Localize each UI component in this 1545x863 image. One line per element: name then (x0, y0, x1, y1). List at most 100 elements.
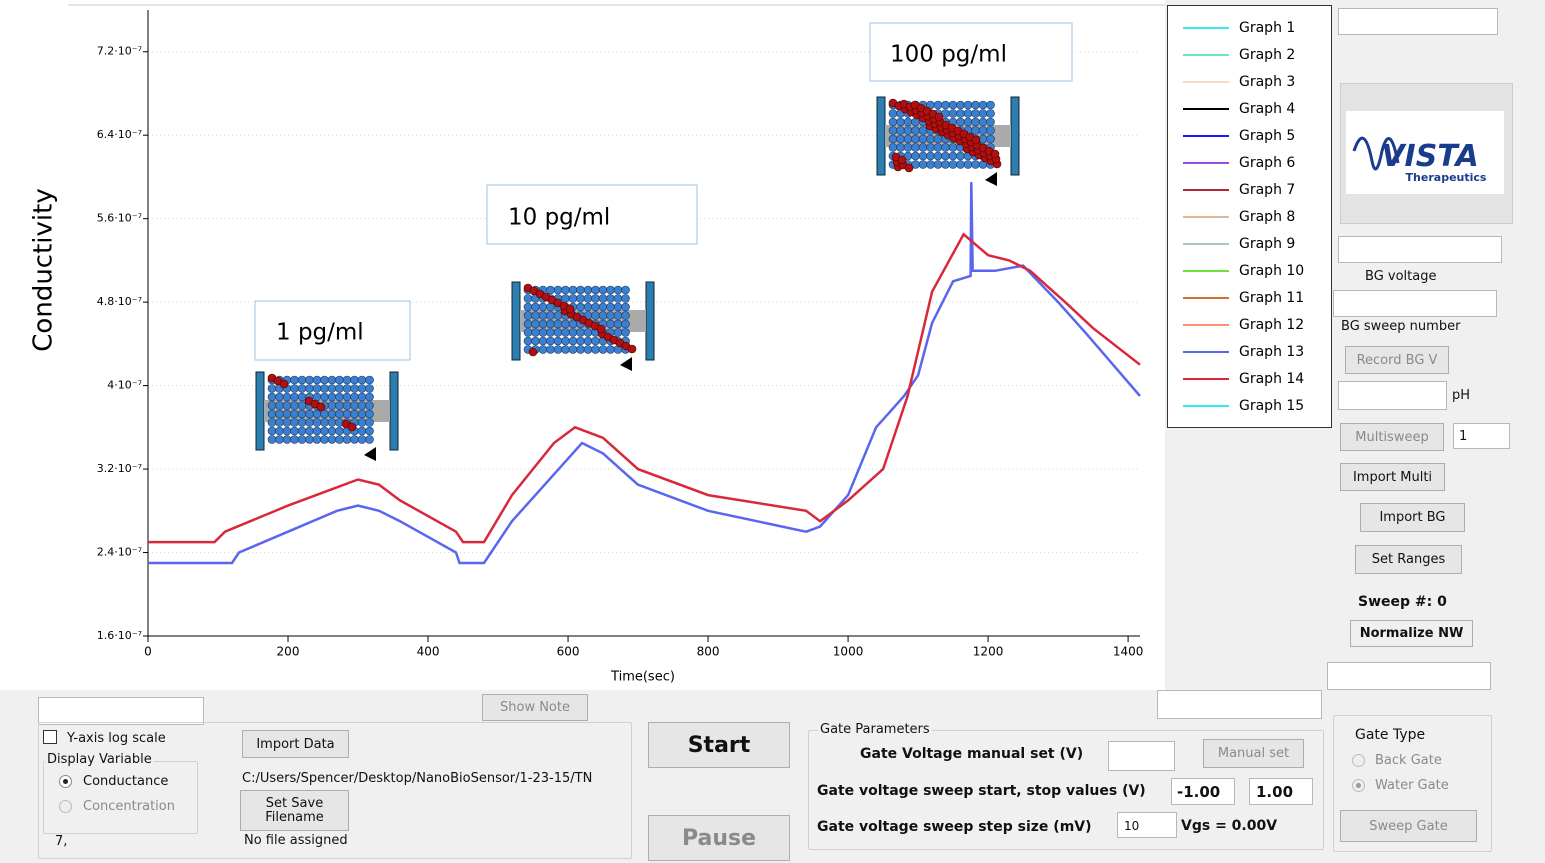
legend-label: Graph 9 (1239, 236, 1295, 252)
annotation-box (486, 184, 698, 245)
y-tick-label: 4·10⁻⁷ (107, 379, 142, 392)
legend-label: Graph 12 (1239, 317, 1304, 333)
y-axis-label: Conductivity (29, 188, 59, 351)
status: 7, (55, 834, 68, 849)
legend-label: Graph 10 (1239, 263, 1304, 279)
spinbox-value: 10 (1124, 819, 1140, 833)
pause-button[interactable]: Pause (648, 815, 790, 861)
label: BG sweep number (1341, 319, 1461, 334)
label: Gate voltage sweep step size (mV) (817, 819, 1092, 835)
data-line (148, 232, 1141, 544)
button[interactable]: Show Note (482, 694, 588, 721)
logo: VISTA Therapeutics (1346, 111, 1504, 194)
x-tick-label: 800 (697, 645, 720, 659)
sweep-counter: Sweep #: 0 (1358, 594, 1447, 610)
legend-label: Graph 2 (1239, 47, 1295, 63)
legend-label: Graph 6 (1239, 155, 1295, 171)
spinbox[interactable]: 1 (1453, 423, 1510, 449)
annotation: 10 pg/ml (508, 205, 610, 231)
x-tick-label: 0 (144, 645, 152, 659)
label: Gate Voltage manual set (V) (860, 746, 1084, 762)
nanowire-icon (876, 96, 1020, 186)
button[interactable]: Record BG V (1345, 346, 1449, 374)
data-line (148, 182, 1141, 565)
radio[interactable] (1352, 779, 1365, 792)
annotation: 1 pg/ml (276, 320, 364, 346)
spinbox[interactable]: 10 (1117, 812, 1177, 838)
logo-tagline: Therapeutics (1406, 171, 1487, 184)
x-tick-label: 1200 (973, 645, 1004, 659)
radio[interactable] (59, 775, 72, 788)
group-box (38, 722, 632, 859)
group-title: Gate Type (1355, 727, 1426, 743)
label: BG voltage (1365, 269, 1437, 284)
legend-label: Graph 4 (1239, 101, 1295, 117)
spinbox-value: 1 (1459, 429, 1468, 444)
group-title: Display Variable (45, 752, 154, 767)
label: Back Gate (1375, 753, 1442, 768)
annotation-box (254, 300, 411, 361)
legend-label: Graph 5 (1239, 128, 1295, 144)
legend-label: Graph 7 (1239, 182, 1295, 198)
text-input[interactable]: 1.00 (1249, 778, 1313, 805)
text-input[interactable]: -1.00 (1171, 778, 1235, 805)
y-tick-label: 1.6·10⁻⁷ (97, 629, 142, 642)
label: Conductance (83, 774, 169, 789)
ph-input[interactable] (1338, 381, 1447, 410)
legend-label: Graph 8 (1239, 209, 1295, 225)
group-title: Gate Parameters (818, 722, 932, 737)
text-input[interactable] (1157, 690, 1322, 719)
label: Concentration (83, 799, 175, 814)
group-box (808, 730, 1324, 850)
button[interactable]: Import Multi (1340, 463, 1445, 491)
group-box (1333, 715, 1492, 852)
text-input[interactable] (1108, 741, 1175, 771)
x-tick-label: 200 (277, 645, 300, 659)
legend-label: Graph 15 (1239, 398, 1304, 414)
label: Water Gate (1375, 778, 1449, 793)
legend-label: Graph 11 (1239, 290, 1304, 306)
legend: Graph 1 Graph 2 Graph 3 Graph 4 Graph 5 Graph… (1167, 5, 1332, 428)
y-tick-label: 3.2·10⁻⁷ (97, 462, 142, 475)
text-input[interactable] (1338, 8, 1498, 35)
annotation: 100 pg/ml (890, 42, 1007, 68)
start-button[interactable]: Start (648, 722, 790, 768)
x-tick-label: 1000 (833, 645, 864, 659)
logo-name: VISTA (1381, 139, 1478, 174)
button[interactable]: Sweep Gate (1340, 810, 1477, 842)
legend-label: Graph 14 (1239, 371, 1304, 387)
legend-label: Graph 3 (1239, 74, 1295, 90)
x-tick-label: 400 (417, 645, 440, 659)
file-path: C:/Users/Spencer/Desktop/NanoBioSensor/1… (242, 771, 593, 786)
x-tick-label: 1400 (1113, 645, 1144, 659)
chart: Conductivity Time(sec) 1.6·10⁻⁷ 2.4·10⁻⁷ 3… (0, 0, 1165, 690)
button[interactable]: Set Save Filename (240, 790, 349, 831)
y-tick-label: 6.4·10⁻⁷ (97, 128, 142, 141)
text-input[interactable] (38, 697, 204, 725)
label: Gate voltage sweep start, stop values (V… (817, 783, 1146, 799)
y-tick-label: 4.8·10⁻⁷ (97, 295, 142, 308)
y-tick-label: 2.4·10⁻⁷ (97, 546, 142, 559)
y-tick-label: 7.2·10⁻⁷ (97, 45, 142, 58)
bg-voltage-input[interactable] (1338, 236, 1502, 263)
radio[interactable] (59, 800, 72, 813)
button[interactable]: Manual set (1203, 739, 1304, 768)
label: Vgs = 0.00V (1181, 818, 1278, 834)
radio[interactable] (1352, 754, 1365, 767)
nanowire-icon (511, 281, 655, 371)
text-input[interactable] (1327, 662, 1491, 690)
legend-label: Graph 1 (1239, 20, 1295, 36)
x-tick-label: 600 (557, 645, 580, 659)
button[interactable]: Set Ranges (1355, 545, 1462, 574)
bg-sweep-input[interactable] (1333, 290, 1497, 317)
logo-graphic: VISTA Therapeutics (1352, 136, 1487, 184)
checkbox[interactable] (43, 730, 57, 744)
button[interactable]: Multisweep (1340, 423, 1444, 451)
y-tick-label: 5.6·10⁻⁷ (97, 212, 142, 225)
button[interactable]: Import BG (1360, 503, 1465, 532)
annotation-box (869, 22, 1073, 82)
button[interactable]: Import Data (242, 730, 349, 758)
button[interactable]: Normalize NW (1350, 620, 1473, 647)
label: Y-axis log scale (67, 731, 166, 746)
